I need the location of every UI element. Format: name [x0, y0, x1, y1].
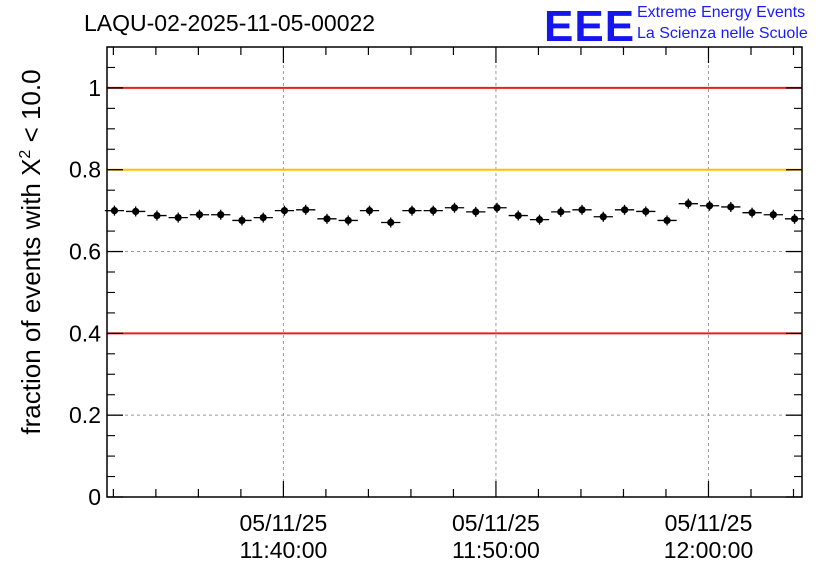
data-point-marker — [217, 211, 225, 219]
data-point — [466, 206, 486, 217]
data-point-marker — [238, 216, 246, 225]
data-point-marker — [790, 215, 799, 223]
data-point — [721, 201, 741, 212]
eee-logo-icon: EEE — [544, 2, 636, 51]
x-tick-label-time: 11:50:00 — [452, 537, 540, 563]
data-point — [784, 213, 805, 224]
data-point — [529, 214, 550, 225]
data-point — [359, 205, 380, 216]
data-point — [508, 210, 528, 221]
y-tick-label: 0.4 — [69, 320, 101, 346]
y-tick-label: 0.8 — [69, 157, 101, 183]
data-point-marker — [684, 200, 692, 208]
data-point-marker — [578, 206, 586, 214]
data-point-marker — [663, 216, 671, 225]
data-point — [763, 209, 783, 220]
data-point — [593, 211, 613, 222]
data-point — [189, 209, 210, 220]
data-point — [338, 215, 358, 226]
data-point-marker — [599, 213, 607, 221]
data-point-marker — [748, 209, 756, 217]
data-point-marker — [365, 207, 374, 215]
data-point-marker — [323, 215, 331, 223]
y-tick-label: 0 — [88, 484, 101, 510]
y-axis-label: fraction of events with X2 < 10.0 — [16, 69, 46, 434]
chart-title: LAQU-02-2025-11-05-00022 — [84, 10, 376, 36]
data-point-marker — [302, 206, 310, 214]
data-point-marker — [727, 203, 735, 211]
logo-line-1: Extreme Energy Events — [637, 4, 806, 21]
data-point — [636, 206, 656, 217]
data-point — [572, 204, 592, 215]
reference-lines — [107, 86, 802, 335]
data-point-marker — [387, 218, 395, 227]
logo-line-2: La Scienza nelle Scuole — [637, 25, 808, 42]
data-point — [742, 207, 762, 218]
data-point — [253, 212, 273, 223]
data-point — [274, 205, 295, 216]
data-point-marker — [408, 207, 416, 215]
data-point — [126, 206, 146, 217]
data-point — [678, 198, 698, 209]
x-tick-label-date: 05/11/25 — [239, 510, 327, 536]
data-point-marker — [195, 211, 204, 219]
plot-frame — [106, 46, 803, 498]
grid-lines — [107, 47, 802, 497]
data-point-marker — [280, 207, 289, 215]
data-point — [232, 215, 252, 226]
data-point — [487, 202, 507, 213]
data-point-marker — [557, 208, 565, 216]
y-tick-label: 0.6 — [69, 239, 101, 265]
data-point — [147, 210, 167, 221]
data-point — [699, 200, 720, 211]
y-tick-label: 0.2 — [69, 402, 101, 428]
data-point-marker — [259, 213, 267, 222]
data-point-marker — [472, 208, 480, 216]
x-tick-label-date: 05/11/25 — [452, 510, 540, 536]
data-point-marker — [174, 213, 182, 222]
data-point — [444, 202, 465, 213]
x-tick-label-time: 11:40:00 — [239, 537, 327, 563]
y-tick-label: 1 — [88, 75, 101, 101]
data-point-marker — [153, 211, 161, 220]
data-point-marker — [132, 207, 140, 216]
data-point-marker — [429, 207, 437, 215]
data-point — [402, 205, 422, 216]
data-point — [168, 212, 188, 223]
data-point — [381, 217, 401, 228]
data-point-marker — [705, 202, 714, 210]
data-point-marker — [450, 204, 459, 212]
data-point — [211, 209, 231, 220]
data-point-marker — [514, 211, 522, 220]
data-point-marker — [620, 206, 629, 214]
data-point-marker — [642, 207, 650, 216]
data-series — [104, 198, 805, 228]
data-point-marker — [535, 216, 544, 224]
data-point — [657, 215, 677, 226]
data-point — [296, 204, 316, 215]
data-point-marker — [769, 211, 777, 219]
x-tick-label-date: 05/11/25 — [665, 510, 753, 536]
data-point — [614, 204, 635, 215]
tick-labels: 00.20.40.60.8105/11/2511:40:0005/11/2511… — [69, 75, 753, 563]
data-point-marker — [344, 216, 352, 225]
x-tick-label-time: 12:00:00 — [664, 537, 754, 563]
data-point — [551, 206, 571, 217]
data-point-marker — [493, 204, 501, 212]
data-point — [423, 205, 443, 216]
axis-ticks — [107, 46, 802, 498]
data-point — [317, 213, 337, 224]
